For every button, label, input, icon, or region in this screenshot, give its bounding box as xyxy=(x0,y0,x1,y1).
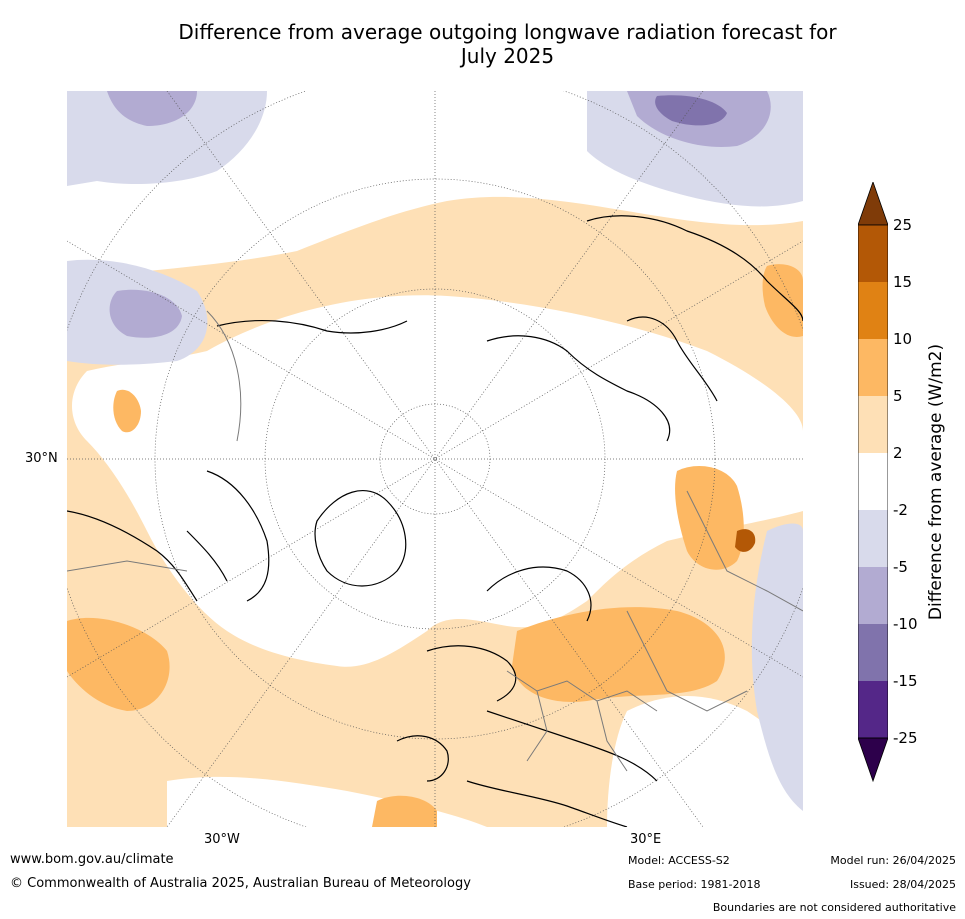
coastlines xyxy=(67,215,803,827)
title-line-1: Difference from average outgoing longwav… xyxy=(178,20,837,44)
colorbar xyxy=(858,182,888,782)
disclaimer-text: Boundaries are not considered authoritat… xyxy=(712,901,956,914)
colorbar-outline xyxy=(858,224,888,739)
colorbar-tick-25: 25 xyxy=(893,216,913,234)
issued-text: Issued: 28/04/2025 xyxy=(849,878,956,891)
anomaly-m10-m5-pacific xyxy=(107,91,197,126)
anomaly-5-10-far-east xyxy=(762,264,803,337)
colorbar-bin-m5-m2 xyxy=(858,510,888,567)
longitude-label-30e: 30°E xyxy=(630,832,662,847)
colorbar-bin-m15-m10 xyxy=(858,624,888,681)
colorbar-over-triangle xyxy=(858,182,888,226)
anomaly-5-10-europe xyxy=(512,607,725,702)
colorbar-tick-m5: -5 xyxy=(893,558,908,576)
colorbar-bin-10-15 xyxy=(858,282,888,339)
colorbar-under-triangle xyxy=(858,737,888,782)
polar-map[interactable] xyxy=(67,91,803,827)
graticule xyxy=(67,91,803,827)
base-period-text: Base period: 1981-2018 xyxy=(628,878,761,891)
colorbar-bin-5-10 xyxy=(858,339,888,396)
copyright-text: © Commonwealth of Australia 2025, Austra… xyxy=(10,876,471,891)
anomaly-5-10-north-atlantic xyxy=(113,389,141,433)
colorbar-tick-10: 10 xyxy=(893,330,913,348)
anomaly-5-10-africa xyxy=(372,795,437,827)
colorbar-title: Difference from average (W/m2) xyxy=(926,343,946,621)
title-line-2: July 2025 xyxy=(460,44,555,68)
neutral-region-east xyxy=(607,696,803,827)
anomaly-m5-m2-pacific-west xyxy=(67,91,267,186)
colorbar-tick-m25: -25 xyxy=(893,729,918,747)
model-run-text: Model run: 26/04/2025 xyxy=(830,854,956,867)
anomaly-m15-m10-pacific xyxy=(655,95,727,126)
colorbar-bin-m10-m5 xyxy=(858,567,888,624)
anomaly-5-10-atlantic xyxy=(67,617,170,711)
colorbar-bin-2-5 xyxy=(858,396,888,453)
anomaly-m5-m2-east-edge xyxy=(751,523,803,811)
colorbar-tick-m15: -15 xyxy=(893,672,918,690)
colorbar-tick-m10: -10 xyxy=(893,615,918,633)
model-text: Model: ACCESS-S2 xyxy=(628,854,730,867)
colorbar-tick-m2: -2 xyxy=(893,501,908,519)
chart-title: Difference from average outgoing longwav… xyxy=(100,20,915,68)
map-canvas xyxy=(67,91,803,827)
anomaly-m10-m5-west xyxy=(109,289,182,338)
longitude-label-30w: 30°W xyxy=(204,832,240,847)
country-borders xyxy=(67,310,803,772)
website-link[interactable]: www.bom.gov.au/climate xyxy=(10,852,174,867)
colorbar-tick-15: 15 xyxy=(893,273,913,291)
anomaly-5-10-siberia xyxy=(675,466,744,570)
anomaly-15-25-siberia xyxy=(735,529,756,552)
colorbar-bin-15-25 xyxy=(858,225,888,282)
latitude-label-30n: 30°N xyxy=(25,451,58,466)
colorbar-tick-5: 5 xyxy=(893,387,903,405)
colorbar-tick-2: 2 xyxy=(893,444,903,462)
colorbar-bin-m2-2 xyxy=(858,453,888,510)
colorbar-bin-m25-m15 xyxy=(858,681,888,738)
neutral-region-greenland xyxy=(252,517,358,646)
